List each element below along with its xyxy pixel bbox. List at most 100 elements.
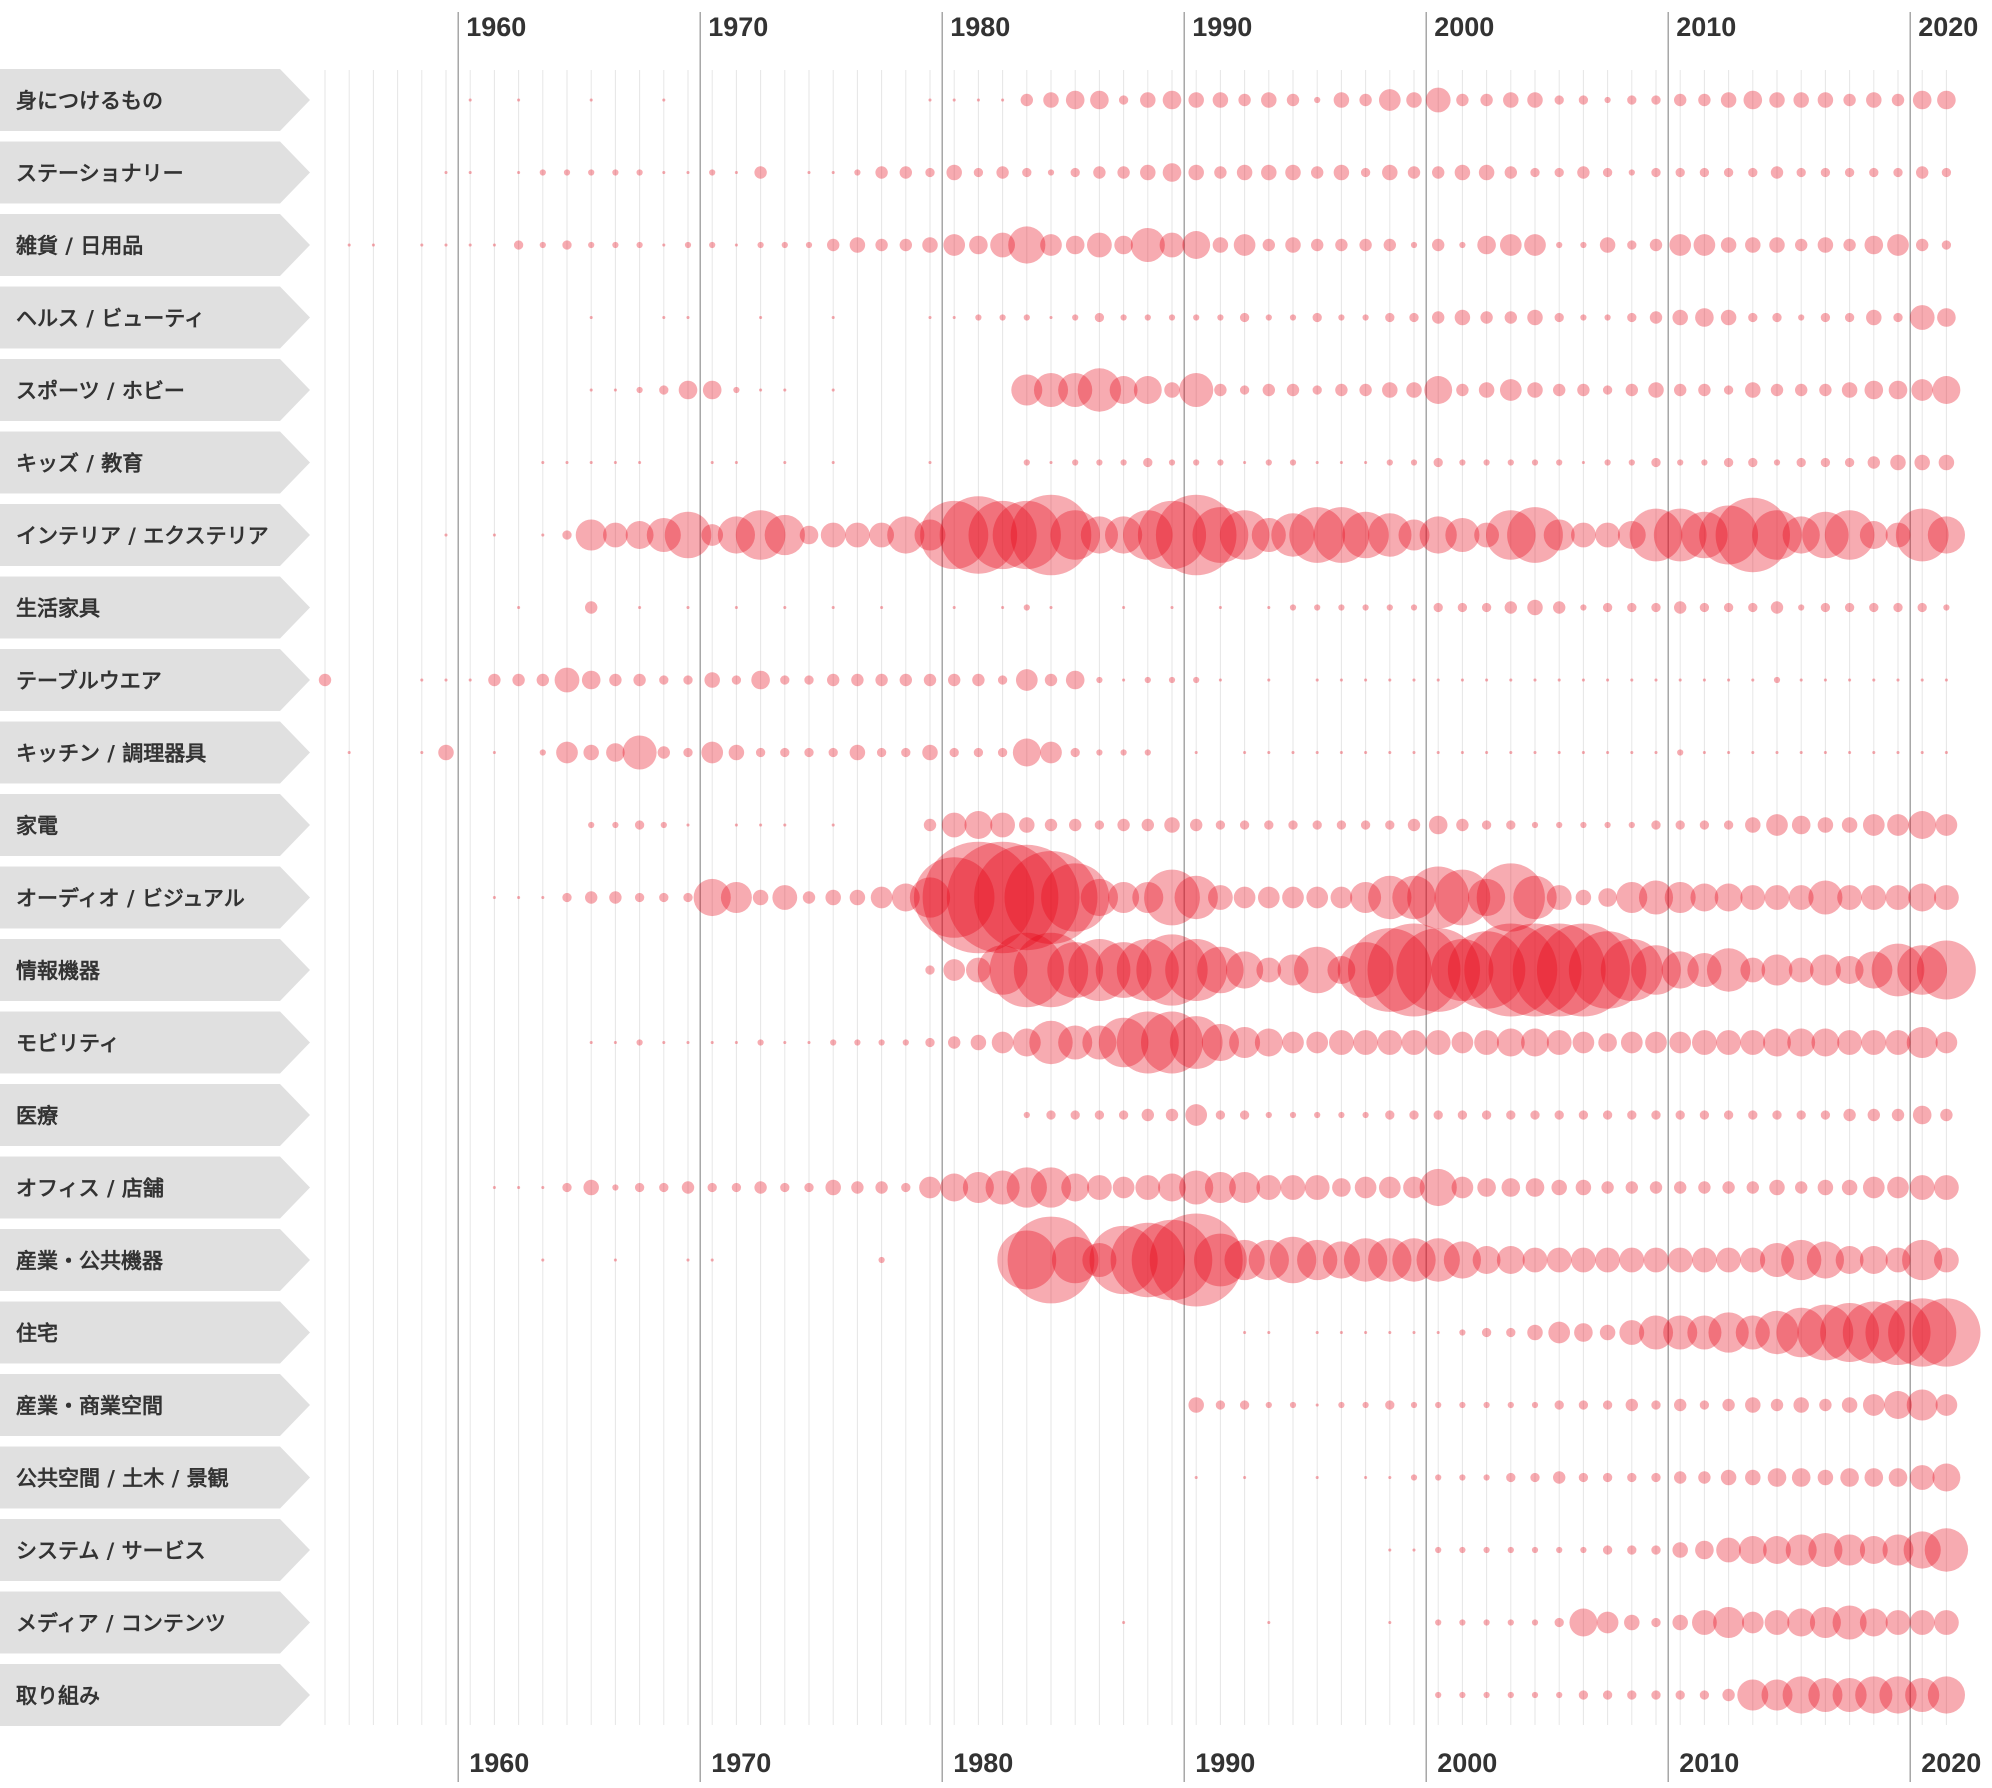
bubble-row-11-1998 bbox=[1368, 875, 1412, 920]
bubble-row-13-2013 bbox=[1740, 1030, 1766, 1055]
bubble-row-11-2000 bbox=[1407, 866, 1470, 929]
bubble-row-10-2017 bbox=[1841, 817, 1858, 833]
category-tag-2 bbox=[0, 214, 310, 276]
bubble-row-11-1988 bbox=[1132, 882, 1164, 913]
bubble-row-16-2008 bbox=[1619, 1247, 1645, 1273]
bubble-row-17-1998 bbox=[1388, 1330, 1392, 1335]
bubble-row-9-2021 bbox=[1944, 750, 1948, 755]
bubble-row-1-2017 bbox=[1844, 167, 1855, 178]
bubble-row-14-2014 bbox=[1772, 1110, 1782, 1120]
bubble-row-11-2014 bbox=[1764, 885, 1790, 910]
bubble-row-8-1954 bbox=[318, 673, 332, 687]
category-label-3: ヘルス / ビューティ bbox=[16, 307, 205, 331]
bubble-row-3-1968 bbox=[662, 315, 666, 320]
bubble-row-15-2010 bbox=[1674, 1181, 1687, 1194]
bubble-row-7-1996 bbox=[1338, 604, 1345, 611]
bubble-row-13-2002 bbox=[1474, 1030, 1499, 1055]
bubble-row-7-2016 bbox=[1820, 602, 1831, 613]
bubble-row-4-2007 bbox=[1602, 385, 1613, 395]
bubble-row-8-2004 bbox=[1533, 678, 1537, 682]
bubble-row-1-1992 bbox=[1236, 164, 1253, 181]
bubble-row-9-2007 bbox=[1606, 750, 1610, 755]
bubble-row-1-1976 bbox=[854, 169, 861, 176]
bubble-row-12-2002 bbox=[1447, 931, 1526, 1009]
bubble-row-12-2015 bbox=[1788, 957, 1814, 983]
bubble-row-17-2016 bbox=[1797, 1304, 1854, 1361]
bubble-row-11-1963 bbox=[541, 895, 545, 900]
bubble-row-4-2010 bbox=[1674, 383, 1687, 397]
bubble-row-20-1999 bbox=[1412, 1548, 1416, 1552]
bubble-row-20-2017 bbox=[1834, 1534, 1866, 1566]
bubble-row-15-2016 bbox=[1817, 1179, 1834, 1196]
bubble-row-8-2015 bbox=[1799, 678, 1803, 682]
bubble-row-18-1991 bbox=[1215, 1400, 1226, 1410]
bubble-row-20-2010 bbox=[1672, 1542, 1688, 1558]
bubble-row-3-1986 bbox=[1094, 312, 1105, 323]
bubble-row-18-2010 bbox=[1674, 1398, 1687, 1412]
bubble-row-13-1976 bbox=[854, 1039, 861, 1046]
bubble-row-15-1999 bbox=[1403, 1176, 1425, 1199]
bubble-row-10-1983 bbox=[1019, 817, 1035, 833]
bubble-row-1-2016 bbox=[1820, 167, 1831, 178]
bubble-row-3-2014 bbox=[1772, 312, 1782, 323]
bubble-row-0-1980 bbox=[952, 98, 956, 102]
bubble-row-7-1967 bbox=[638, 605, 642, 610]
bubble-row-8-1977 bbox=[875, 673, 888, 687]
bubble-row-15-1997 bbox=[1354, 1176, 1377, 1199]
bubble-row-7-2006 bbox=[1580, 604, 1587, 611]
bubble-row-9-1985 bbox=[1070, 747, 1080, 758]
bubble-row-1-2004 bbox=[1530, 167, 1540, 178]
bubble-row-15-1969 bbox=[681, 1181, 695, 1194]
category-tag-0 bbox=[0, 69, 310, 131]
bubble-row-3-1988 bbox=[1144, 314, 1151, 321]
bubble-row-2-1969 bbox=[684, 241, 692, 249]
bubble-row-5-2010 bbox=[1677, 459, 1684, 466]
bubble-row-14-1997 bbox=[1362, 1111, 1369, 1119]
bubble-row-22-2012 bbox=[1722, 1688, 1735, 1702]
bubble-row-12-1984 bbox=[1013, 932, 1089, 1008]
bubble-row-10-2013 bbox=[1745, 817, 1761, 833]
bubble-row-17-2018 bbox=[1842, 1301, 1905, 1364]
bubble-row-15-2017 bbox=[1841, 1179, 1858, 1196]
bubble-row-19-2017 bbox=[1840, 1468, 1859, 1487]
bubble-row-17-1993 bbox=[1267, 1330, 1271, 1335]
bubble-row-10-2005 bbox=[1556, 821, 1563, 829]
bubble-row-17-1995 bbox=[1315, 1330, 1319, 1335]
bubble-row-8-1993 bbox=[1267, 678, 1271, 682]
bubble-row-9-2019 bbox=[1896, 750, 1900, 755]
bubble-row-1-1985 bbox=[1070, 167, 1080, 178]
bubble-row-0-2017 bbox=[1843, 93, 1856, 107]
bubble-row-6-2011 bbox=[1681, 511, 1728, 559]
bubble-row-5-1983 bbox=[1023, 459, 1030, 466]
bubble-row-11-2008 bbox=[1616, 882, 1648, 913]
bubble-row-19-2011 bbox=[1698, 1471, 1711, 1484]
bubble-row-16-1983 bbox=[997, 1230, 1057, 1290]
bubble-row-4-1971 bbox=[733, 386, 740, 394]
bubble-row-7-1980 bbox=[952, 605, 956, 610]
bubble-row-6-2015 bbox=[1782, 516, 1820, 554]
bubble-row-6-1969 bbox=[664, 511, 712, 559]
bubble-row-20-2009 bbox=[1651, 1545, 1661, 1555]
bubble-row-9-1974 bbox=[804, 747, 814, 758]
bubble-row-14-1985 bbox=[1070, 1110, 1080, 1120]
bubble-row-18-2004 bbox=[1531, 1401, 1539, 1409]
bubble-row-9-2000 bbox=[1436, 750, 1440, 755]
bubble-row-17-2006 bbox=[1574, 1323, 1593, 1342]
bubble-row-3-1987 bbox=[1120, 314, 1127, 321]
bubble-row-1-1965 bbox=[588, 169, 595, 176]
bubble-row-15-2013 bbox=[1746, 1181, 1760, 1194]
bubble-row-0-1987 bbox=[1118, 95, 1129, 105]
bubble-row-10-1992 bbox=[1239, 820, 1250, 830]
top-year-label-1970: 1970 bbox=[708, 12, 768, 42]
bubble-row-5-1967 bbox=[638, 460, 642, 465]
bubble-row-19-2000 bbox=[1435, 1474, 1442, 1481]
bubble-row-11-2006 bbox=[1575, 889, 1592, 906]
bubble-row-22-2005 bbox=[1556, 1691, 1563, 1699]
bubble-row-7-1989 bbox=[1170, 605, 1174, 610]
category-label-11: オーディオ / ビジュアル bbox=[16, 887, 245, 911]
bubble-row-21-2012 bbox=[1713, 1607, 1745, 1638]
row-11-bubbles bbox=[492, 841, 1959, 954]
bubble-row-9-1965 bbox=[583, 744, 599, 761]
bubble-row-9-2020 bbox=[1920, 750, 1924, 755]
